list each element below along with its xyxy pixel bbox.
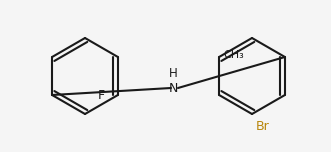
Text: N: N — [168, 81, 178, 95]
Text: H: H — [168, 67, 177, 80]
Text: Br: Br — [256, 120, 270, 133]
Text: F: F — [98, 88, 105, 102]
Text: CH₃: CH₃ — [223, 50, 244, 60]
